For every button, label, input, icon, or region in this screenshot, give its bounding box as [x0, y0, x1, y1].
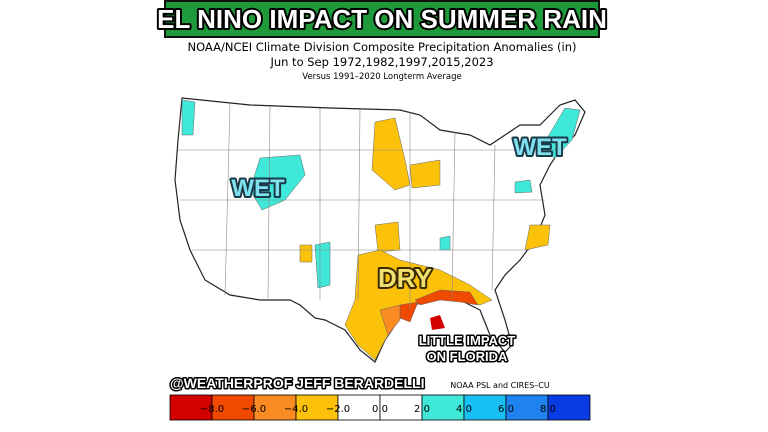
- legend-swatch: [169, 394, 213, 421]
- florida-label: ON FLORIDA: [427, 349, 508, 364]
- title-banner: [164, 0, 600, 38]
- legend-tick-label: 8.0: [540, 404, 556, 415]
- florida-label: LITTLE IMPACT: [419, 333, 516, 348]
- us-map: [174, 97, 586, 363]
- legend-tick-label: −2.0: [326, 404, 350, 415]
- legend-swatch: [337, 394, 381, 421]
- title: EL NINO IMPACT ON SUMMER RAIN: [157, 4, 607, 34]
- dry-label: DRY: [378, 263, 432, 293]
- legend-swatch: [547, 394, 591, 421]
- subtitle: Jun to Sep 1972,1982,1997,2015,2023: [269, 55, 493, 69]
- legend-swatch: [463, 394, 507, 421]
- color-legend: −8.0 −6.0 −4.0 −2.0 0.0 2.0 4.0 6.0 8.0: [169, 394, 591, 421]
- legend-swatch: [421, 394, 465, 421]
- legend-tick-label: −4.0: [284, 404, 308, 415]
- legend-tick-label: −8.0: [200, 404, 224, 415]
- credit: @WEATHERPROF JEFF BERARDELLI: [170, 375, 425, 391]
- legend-swatch: [379, 394, 423, 421]
- legend-swatch: [253, 394, 297, 421]
- legend-swatch: [295, 394, 339, 421]
- wet-label: WET: [513, 134, 567, 161]
- source: NOAA PSL and CIRES–CU: [450, 381, 550, 390]
- legend-tick-label: 2.0: [414, 404, 430, 415]
- subtitle: NOAA/NCEI Climate Division Composite Pre…: [187, 40, 576, 54]
- subtitle: Versus 1991–2020 Longterm Average: [302, 72, 461, 82]
- legend-tick-label: 0.0: [372, 404, 388, 415]
- legend-tick-label: 6.0: [498, 404, 514, 415]
- legend-tick-label: 4.0: [456, 404, 472, 415]
- wet-label: WET: [231, 175, 285, 202]
- legend-tick-label: −6.0: [242, 404, 266, 415]
